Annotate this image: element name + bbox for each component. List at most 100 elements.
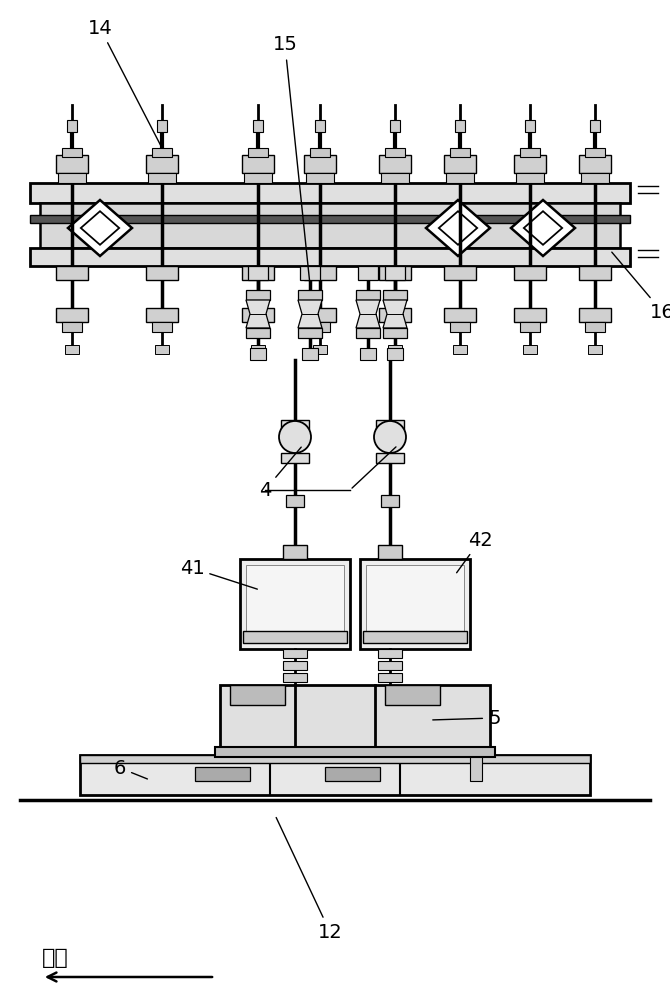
Bar bbox=[516, 173, 544, 183]
Bar bbox=[80, 755, 590, 795]
Bar bbox=[283, 661, 307, 670]
Bar bbox=[520, 322, 540, 332]
Bar bbox=[514, 266, 546, 280]
Bar bbox=[155, 345, 169, 354]
Bar bbox=[281, 453, 309, 463]
Bar bbox=[62, 148, 82, 157]
Polygon shape bbox=[356, 300, 380, 328]
Bar bbox=[444, 266, 476, 280]
Polygon shape bbox=[511, 200, 575, 256]
Bar bbox=[304, 308, 336, 322]
Bar bbox=[588, 345, 602, 354]
Text: 15: 15 bbox=[273, 35, 310, 282]
Bar bbox=[383, 290, 407, 300]
Bar bbox=[581, 173, 609, 183]
Bar bbox=[146, 308, 178, 322]
Bar bbox=[248, 148, 268, 157]
Bar bbox=[148, 173, 176, 183]
Polygon shape bbox=[298, 300, 322, 328]
Text: 4: 4 bbox=[259, 447, 302, 499]
Text: 16: 16 bbox=[612, 252, 670, 322]
Bar bbox=[58, 173, 86, 183]
Bar bbox=[450, 148, 470, 157]
Bar bbox=[388, 345, 402, 354]
Bar bbox=[379, 308, 411, 322]
Bar bbox=[381, 495, 399, 507]
Text: 42: 42 bbox=[457, 530, 492, 573]
Polygon shape bbox=[68, 200, 132, 256]
Bar bbox=[298, 328, 322, 338]
Bar bbox=[378, 661, 402, 670]
Bar bbox=[242, 308, 274, 322]
Bar bbox=[302, 348, 318, 360]
Bar bbox=[378, 649, 402, 658]
Bar bbox=[251, 345, 265, 354]
Bar bbox=[378, 673, 402, 682]
Bar bbox=[242, 266, 274, 280]
Bar bbox=[152, 322, 172, 332]
Bar bbox=[514, 308, 546, 322]
Bar bbox=[281, 420, 309, 430]
Bar bbox=[590, 120, 600, 132]
Bar bbox=[244, 173, 272, 183]
Bar bbox=[385, 322, 405, 332]
Bar bbox=[80, 755, 590, 763]
Bar bbox=[383, 328, 407, 338]
Bar bbox=[313, 345, 327, 354]
Bar bbox=[286, 495, 304, 507]
Bar bbox=[152, 148, 172, 157]
Polygon shape bbox=[246, 300, 270, 328]
Circle shape bbox=[374, 421, 406, 453]
Bar bbox=[146, 155, 178, 173]
Bar bbox=[67, 120, 77, 132]
Bar bbox=[246, 328, 270, 338]
Bar bbox=[62, 322, 82, 332]
Bar bbox=[385, 266, 405, 280]
Bar bbox=[366, 565, 464, 643]
Bar bbox=[356, 290, 380, 300]
Bar bbox=[304, 266, 336, 280]
Bar bbox=[387, 348, 403, 360]
Text: 6: 6 bbox=[114, 758, 147, 779]
Polygon shape bbox=[383, 300, 407, 328]
Bar bbox=[315, 120, 325, 132]
Bar bbox=[310, 148, 330, 157]
Bar bbox=[390, 120, 400, 132]
Bar bbox=[195, 767, 250, 781]
Bar bbox=[360, 559, 470, 649]
Bar bbox=[444, 155, 476, 173]
Bar bbox=[470, 757, 482, 781]
Text: 5: 5 bbox=[433, 708, 500, 728]
Bar bbox=[56, 308, 88, 322]
Bar bbox=[40, 203, 620, 248]
Bar bbox=[579, 155, 611, 173]
Bar bbox=[230, 685, 285, 705]
Bar bbox=[520, 148, 540, 157]
Bar bbox=[30, 248, 630, 266]
Bar bbox=[381, 173, 409, 183]
Bar bbox=[246, 290, 270, 300]
Bar bbox=[358, 266, 378, 280]
Bar bbox=[298, 290, 322, 300]
Text: 14: 14 bbox=[88, 18, 161, 146]
Bar bbox=[248, 266, 268, 280]
Bar bbox=[455, 120, 465, 132]
Bar bbox=[242, 155, 274, 173]
Bar bbox=[385, 148, 405, 157]
Bar bbox=[446, 173, 474, 183]
Bar bbox=[450, 322, 470, 332]
Bar bbox=[30, 215, 630, 223]
Bar bbox=[444, 308, 476, 322]
Bar bbox=[283, 673, 307, 682]
Bar bbox=[376, 420, 404, 430]
Bar bbox=[220, 685, 490, 755]
Text: 展向: 展向 bbox=[42, 948, 69, 968]
Bar bbox=[283, 545, 307, 559]
Bar bbox=[378, 545, 402, 559]
Bar bbox=[379, 266, 411, 280]
Bar bbox=[56, 155, 88, 173]
Bar bbox=[65, 345, 79, 354]
Bar bbox=[579, 266, 611, 280]
Bar bbox=[146, 266, 178, 280]
Bar bbox=[385, 685, 440, 705]
